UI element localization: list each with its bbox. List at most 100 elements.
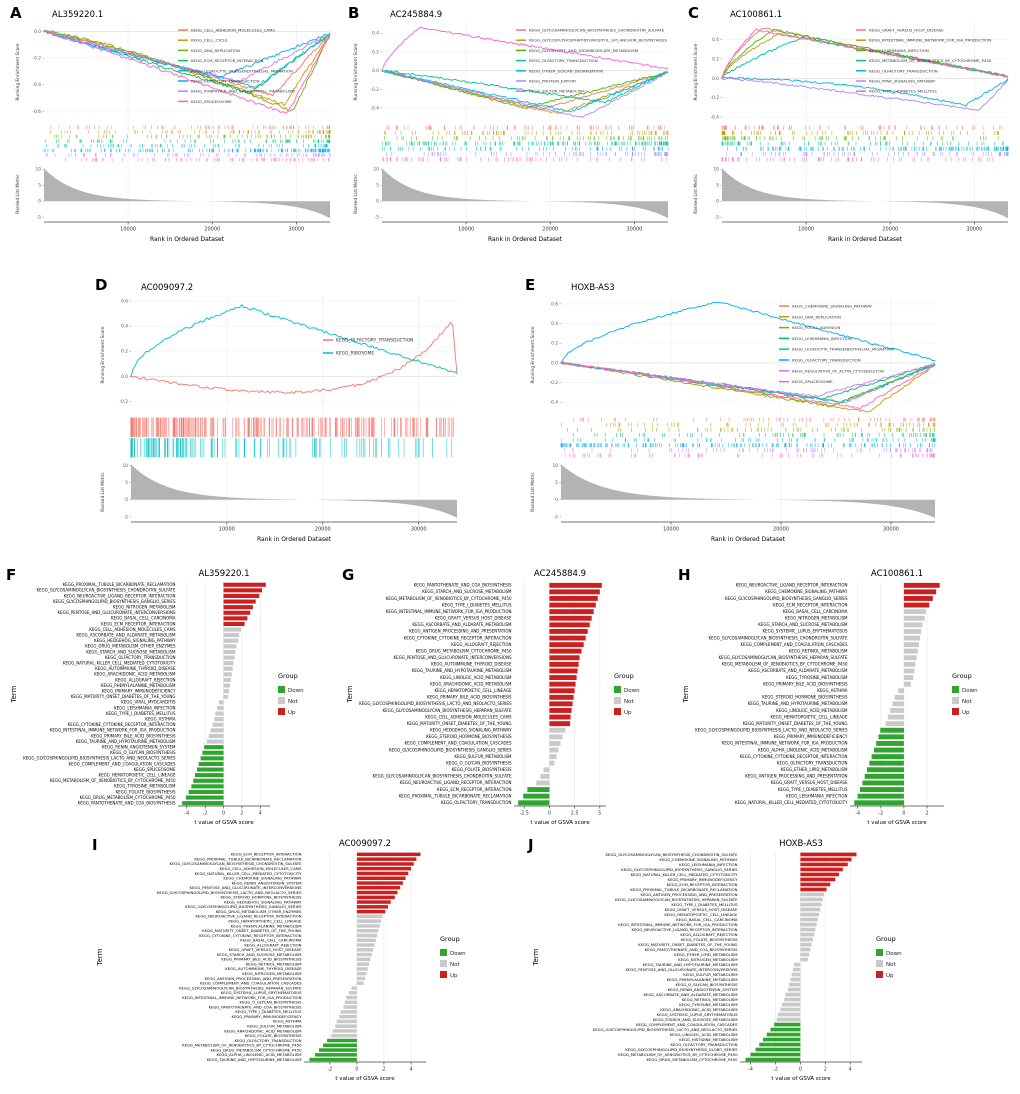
term-labels: KEGG_PANTOTHENATE_AND_COA_BIOSYNTHESISKE… [359,583,512,805]
svg-text:Not: Not [886,962,896,968]
gene-barcode [721,125,1009,162]
legend-swatch-down [876,949,883,956]
axes: -2 0 2 4 t value of GSVA score Term [96,948,426,1082]
gsva-bar [223,616,248,621]
es-curves [130,303,458,394]
svg-text:KEGG_COMPLEMENT_AND_COAGULATIO: KEGG_COMPLEMENT_AND_COAGULATION_CASCADES [405,741,512,746]
svg-text:KEGG_MATURITY_ONSET_DIABETES_O: KEGG_MATURITY_ONSET_DIABETES_OF_THE_YOUN… [71,694,176,699]
svg-text:KEGG_PPAR_SIGNALING_PATHWAY: KEGG_PPAR_SIGNALING_PATHWAY [869,79,936,84]
svg-text:0.2: 0.2 [121,349,128,355]
svg-text:KEGG_SYSTEMIC_LUPUS_ERYTHEMATO: KEGG_SYSTEMIC_LUPUS_ERYTHEMATOSUS [762,629,848,634]
ranked-metric-area [561,464,935,518]
svg-text:AL359220.1: AL359220.1 [198,569,249,579]
svg-text:KEGG_LINOLEIC_ACID_METABOLISM: KEGG_LINOLEIC_ACID_METABOLISM [670,1032,738,1037]
bars [309,852,421,1062]
svg-text:KEGG_GLYCOSPHINGOLIPID_BIOSYNT: KEGG_GLYCOSPHINGOLIPID_BIOSYNTHESIS_GANG… [53,599,176,604]
svg-text:t value of GSVA score: t value of GSVA score [335,1076,395,1082]
svg-text:KEGG_AUTOIMMUNE_THYROID_DISEAS: KEGG_AUTOIMMUNE_THYROID_DISEASE [431,662,512,667]
svg-text:0.2: 0.2 [551,341,558,347]
svg-text:10000: 10000 [663,527,679,533]
legend-swatch-not [614,697,621,704]
svg-text:KEGG_COMPLEMENT_AND_COAGULATIO: KEGG_COMPLEMENT_AND_COAGULATION_CASCADES [636,1022,738,1027]
svg-text:KEGG_CYTOKINE_CYTOKINE_RECEPTO: KEGG_CYTOKINE_CYTOKINE_RECEPTOR_INTERACT… [199,933,302,938]
svg-text:t value of GSVA score: t value of GSVA score [867,820,927,826]
svg-text:KEGG_INTESTINAL_IMMUNE_NETWORK: KEGG_INTESTINAL_IMMUNE_NETWORK_FOR_IGA_P… [50,728,176,733]
axes: -4 -2 0 2 t value of GSVA score Term [682,685,944,826]
gsva-bar [903,615,925,621]
gsva-bar [208,733,224,738]
svg-text:KEGG_HEMATOPOIETIC_CELL_LINEAG: KEGG_HEMATOPOIETIC_CELL_LINEAGE [664,912,738,917]
legend-swatch-up [876,971,883,978]
svg-text:-0.2: -0.2 [711,95,720,101]
svg-text:10: 10 [123,463,129,469]
gsva-bar [223,621,245,626]
gsva-bar [750,1052,801,1057]
svg-text:5: 5 [376,183,379,189]
svg-text:KEGG_ASCORBATE_AND_ALDARATE_ME: KEGG_ASCORBATE_AND_ALDARATE_METABOLISM [643,992,737,997]
svg-text:AC100861.1: AC100861.1 [871,569,923,579]
svg-text:KEGG_METABOLISM_OF_XENOBIOTICS: KEGG_METABOLISM_OF_XENOBIOTICS_BY_CYTOCH… [722,662,848,667]
panel-letter-D: D [95,276,108,294]
ranked-metric-area [382,168,668,219]
svg-text:KEGG_LEISHMANIA_INFECTION: KEGG_LEISHMANIA_INFECTION [792,336,852,341]
gsva-bar [800,862,848,867]
svg-text:KEGG_FOCAL_ADHESION: KEGG_FOCAL_ADHESION [792,325,840,330]
gsva-bar-chart-F: KEGG_PROXIMAL_TUBULE_BICARBONATE_RECLAMA… [6,566,338,836]
gsva-bar [890,708,904,713]
gridlines [131,296,457,522]
gsva-bar [790,977,801,982]
gsva-bar [218,700,224,705]
gsva-bar [549,754,557,760]
svg-text:KEGG_GRAFT_VERSUS_HOST_DISEASE: KEGG_GRAFT_VERSUS_HOST_DISEASE [229,947,302,952]
svg-text:KEGG_STARCH_AND_SUCROSE_METABO: KEGG_STARCH_AND_SUCROSE_METABOLISM [422,589,512,594]
svg-text:KEGG_DRUG_METABOLISM_CYTOCHROM: KEGG_DRUG_METABOLISM_CYTOCHROME_P450 [80,795,176,800]
gridlines [44,22,330,222]
es-curve [382,70,669,113]
svg-text:KEGG_PENTOSE_AND_GLUCURONATE_I: KEGG_PENTOSE_AND_GLUCURONATE_INTERCONVER… [394,655,512,660]
gsva-bar [223,683,230,688]
svg-text:KEGG_HEDGEHOG_SIGNALING_PATHWA: KEGG_HEDGEHOG_SIGNALING_PATHWAY [430,728,512,733]
gsva-bar [356,981,364,985]
gsva-bar [223,677,231,682]
svg-text:0: 0 [125,497,128,503]
gsva-bar [903,642,919,648]
gsva-bar [800,852,857,857]
gsva-bar [549,642,584,648]
gsva-bar [549,721,571,727]
es-curve [560,361,936,410]
svg-text:KEGG_GLYCOSPHINGOLIPID_BIOSYNT: KEGG_GLYCOSPHINGOLIPID_BIOSYNTHESIS_LACT… [359,701,512,706]
y-axis-label-metric: Ranked List Metric [530,472,536,512]
svg-text:KEGG_GLYCOSYLPHOSPHATIDYLINOSI: KEGG_GLYCOSYLPHOSPHATIDYLINOSITOL_GPI_AN… [529,38,668,43]
gsva-bar [549,622,590,628]
svg-text:KEGG_CHEMOKINE_SIGNALING_PATHW: KEGG_CHEMOKINE_SIGNALING_PATHWAY [765,589,848,594]
svg-text:Group: Group [440,935,460,943]
gsva-bar [800,867,843,872]
svg-text:Rank in Ordered Dataset: Rank in Ordered Dataset [257,536,332,543]
gsea-plot-svg: 0.4 0.2 0.0 -0.2 -0.4 10 5 0 -5 10000 20000 30000 Ra… [353,10,669,243]
svg-text:KEGG_HEDGEHOG_SIGNALING_PATHWA: KEGG_HEDGEHOG_SIGNALING_PATHWAY [224,899,302,904]
gsva-bar [549,602,596,608]
svg-text:2: 2 [382,1067,385,1073]
svg-text:KEGG_RETINOL_METABOLISM: KEGG_RETINOL_METABOLISM [789,649,848,654]
svg-text:KEGG_COMPLEMENT_AND_COAGULATIO: KEGG_COMPLEMENT_AND_COAGULATION_CASCADES [69,761,176,766]
gsva-bar [540,773,550,779]
svg-text:KEGG_LEUKOCYTE_TRANSENDOTHELIA: KEGG_LEUKOCYTE_TRANSENDOTHELIAL_MIGRATIO… [191,68,293,73]
gsea-panel-D: D 0.6 0.4 0.2 0.0 -0.2 10 5 0 -5 10000 20000 30000 R… [95,276,467,562]
y-axis-label: Term [10,685,18,703]
axes: -4 -2 0 2 4 t value of GSVA score Term [532,948,862,1082]
svg-text:KEGG_METABOLISM_OF_XENOBIOTICS: KEGG_METABOLISM_OF_XENOBIOTICS_BY_CYTOCH… [50,778,176,783]
svg-text:-5: -5 [124,514,129,520]
svg-text:KEGG_ASCORBATE_AND_ALDARATE_ME: KEGG_ASCORBATE_AND_ALDARATE_METABOLISM [748,668,848,673]
gsva-bar [217,705,224,710]
svg-text:KEGG_ANTIGEN_PROCESSING_AND_PR: KEGG_ANTIGEN_PROCESSING_AND_PRESENTATION [409,629,511,634]
es-curve [560,301,936,364]
svg-text:KEGG_LINOLEIC_ACID_METABOLISM: KEGG_LINOLEIC_ACID_METABOLISM [776,708,848,713]
gsva-bar [873,747,904,753]
svg-text:KEGG_NEUROACTIVE_LIGAND_RECEPT: KEGG_NEUROACTIVE_LIGAND_RECEPTOR_INTERAC… [195,914,301,919]
svg-text:KEGG_GRAFT_VERSUS_HOST_DISEASE: KEGG_GRAFT_VERSUS_HOST_DISEASE [435,616,512,621]
gsva-bar [223,661,234,666]
svg-text:Not: Not [450,962,460,968]
gsva-bar [309,1057,357,1062]
svg-text:KEGG_GLYCOSPHINGOLIPID_BIOSYNT: KEGG_GLYCOSPHINGOLIPID_BIOSYNTHESIS_GANG… [185,904,302,909]
svg-text:KEGG_CYTOKINE_CYTOKINE_RECEPTO: KEGG_CYTOKINE_CYTOKINE_RECEPTOR_INTERACT… [740,754,848,759]
